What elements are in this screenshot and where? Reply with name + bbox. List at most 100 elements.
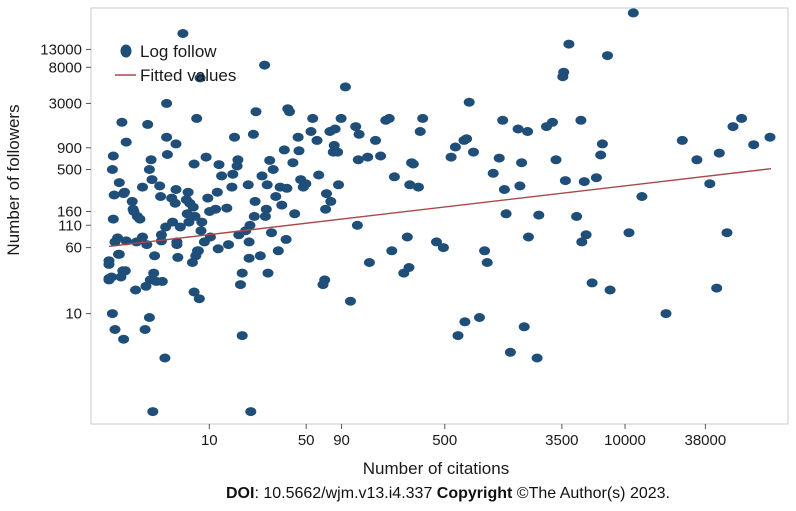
scatter-point-216 xyxy=(575,115,587,125)
scatter-point-212 xyxy=(558,67,570,77)
scatter-point-82 xyxy=(194,73,206,83)
scatter-point-209 xyxy=(547,117,558,127)
scatter-point-132 xyxy=(281,183,293,193)
scatter-point-15 xyxy=(113,249,125,259)
scatter-point-32 xyxy=(137,232,148,242)
scatter-point-24 xyxy=(120,236,132,246)
scatter-point-55 xyxy=(161,132,173,142)
scatter-point-104 xyxy=(236,331,248,341)
scatter-point-75 xyxy=(188,287,200,297)
scatter-point-84 xyxy=(196,217,208,227)
scatter-point-238 xyxy=(748,140,760,150)
scatter-point-224 xyxy=(602,51,613,61)
scatter-point-201 xyxy=(514,181,526,191)
scatter-point-110 xyxy=(244,220,256,230)
scatter-point-37 xyxy=(142,119,154,129)
y-tick-label-110: 110 xyxy=(58,217,82,234)
scatter-point-122 xyxy=(262,268,274,278)
scatter-point-177 xyxy=(407,159,419,169)
scatter-point-114 xyxy=(249,196,261,206)
scatter-point-63 xyxy=(171,237,183,247)
scatter-point-228 xyxy=(636,192,648,201)
copyright-text: ©The Author(s) 2023. xyxy=(512,485,670,502)
scatter-point-141 xyxy=(300,179,312,189)
scatter-point-147 xyxy=(319,275,331,285)
legend-label-log-follow: Log follow xyxy=(140,42,217,61)
scatter-point-119 xyxy=(259,211,271,221)
x-tick-label-10000: 10000 xyxy=(604,432,646,449)
scatter-point-171 xyxy=(388,172,400,182)
scatter-point-107 xyxy=(242,180,254,190)
scatter-point-112 xyxy=(247,129,259,139)
scatter-point-1 xyxy=(103,259,115,269)
scatter-point-108 xyxy=(243,237,255,247)
scatter-point-129 xyxy=(276,200,288,210)
scatter-point-4 xyxy=(106,272,118,282)
scatter-point-203 xyxy=(518,322,530,332)
scatter-point-45 xyxy=(149,251,161,261)
scatter-point-127 xyxy=(272,246,284,256)
scatter-point-66 xyxy=(177,29,189,38)
x-tick-label-90: 90 xyxy=(333,432,350,449)
scatter-point-124 xyxy=(266,228,277,238)
scatter-point-17 xyxy=(116,117,128,127)
scatter-point-97 xyxy=(226,182,238,192)
plot-frame xyxy=(90,7,789,425)
scatter-point-83 xyxy=(195,226,207,236)
scatter-point-229 xyxy=(660,309,672,319)
scatter-point-174 xyxy=(403,263,415,272)
scatter-point-160 xyxy=(350,122,362,132)
scatter-point-94 xyxy=(216,171,228,181)
scatter-point-193 xyxy=(481,258,493,267)
scatter-point-222 xyxy=(595,150,607,160)
scatter-point-69 xyxy=(182,187,194,197)
scatter-point-161 xyxy=(351,220,363,230)
scatter-point-118 xyxy=(259,60,271,70)
scatter-point-143 xyxy=(307,113,319,123)
scatter-point-213 xyxy=(559,176,571,186)
scatter-point-185 xyxy=(452,331,464,341)
y-tick-label-10: 10 xyxy=(65,306,82,323)
scatter-point-144 xyxy=(311,135,323,145)
doi-label: DOI xyxy=(226,485,255,502)
scatter-point-21 xyxy=(119,187,130,197)
scatter-point-113 xyxy=(248,211,260,221)
y-tick-label-13000: 13000 xyxy=(40,41,82,58)
x-tick-label-500: 500 xyxy=(432,432,457,449)
scatter-point-14 xyxy=(113,178,125,188)
legend-marker-log-follow xyxy=(120,44,132,58)
scatter-point-190 xyxy=(468,147,479,157)
scatter-point-197 xyxy=(498,185,510,194)
doi-text: : 10.5662/wjm.v13.i4.337 xyxy=(254,485,437,502)
scatter-point-103 xyxy=(235,280,246,290)
scatter-point-10 xyxy=(109,325,121,334)
scatter-point-226 xyxy=(623,228,635,238)
scatter-point-7 xyxy=(107,214,119,224)
scatter-point-163 xyxy=(353,129,365,139)
scatter-point-125 xyxy=(267,165,279,174)
scatter-point-162 xyxy=(352,155,364,165)
scatter-point-43 xyxy=(147,407,159,417)
scatter-point-25 xyxy=(126,196,138,206)
scatter-point-170 xyxy=(386,246,398,256)
scatter-point-192 xyxy=(479,246,491,256)
scatter-point-179 xyxy=(414,127,426,136)
scatter-point-131 xyxy=(280,234,292,244)
scatter-point-54 xyxy=(161,98,173,108)
scatter-point-178 xyxy=(412,182,424,192)
scatter-point-218 xyxy=(578,177,590,187)
scatter-point-87 xyxy=(202,193,214,203)
scatter-point-81 xyxy=(193,294,205,304)
legend-label-fitted-values: Fitted values xyxy=(140,66,236,85)
scatter-point-86 xyxy=(200,152,212,162)
scatter-point-105 xyxy=(236,268,248,278)
scatter-point-225 xyxy=(604,285,616,295)
scatter-point-51 xyxy=(156,276,168,286)
y-tick-label-500: 500 xyxy=(57,161,82,178)
scatter-point-39 xyxy=(143,313,155,322)
scatter-point-230 xyxy=(676,135,688,145)
scatter-point-165 xyxy=(363,258,375,267)
scatter-point-6 xyxy=(106,165,118,174)
